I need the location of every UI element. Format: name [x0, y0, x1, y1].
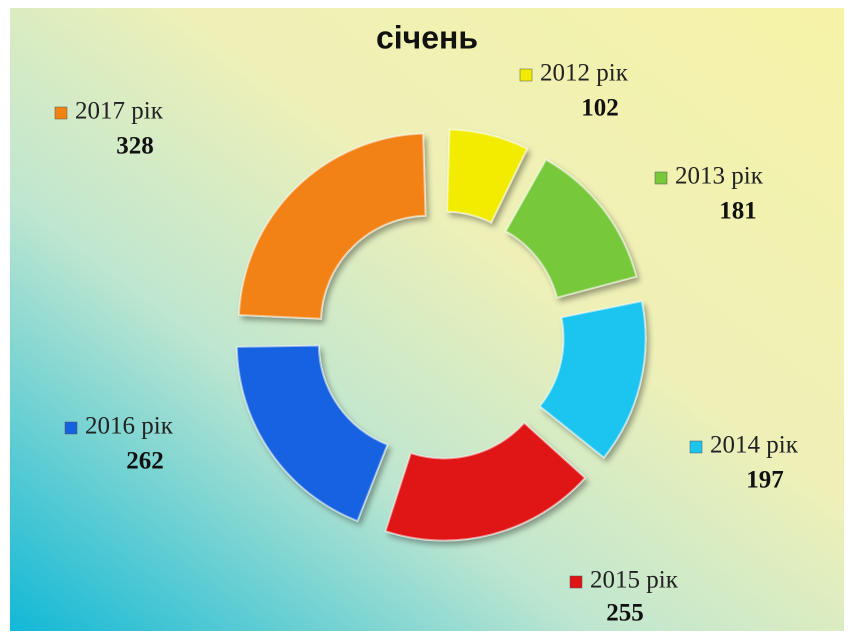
doughnut-segment: [538, 300, 647, 459]
value-label: 328: [116, 133, 154, 160]
segment-label: 2016 рік: [85, 413, 174, 440]
segment-label: 2014 рік: [710, 432, 799, 459]
value-label: 262: [126, 448, 164, 475]
value-label: 197: [746, 467, 784, 494]
value-label: 181: [719, 198, 757, 225]
doughnut-segment: [237, 132, 427, 320]
value-label: 102: [581, 95, 619, 122]
legend-marker: [654, 171, 668, 185]
value-label: 255: [606, 600, 644, 627]
legend-marker: [54, 106, 68, 120]
legend-marker: [569, 575, 583, 589]
doughnut-segment: [446, 128, 529, 224]
segment-label: 2017 рік: [75, 98, 164, 125]
doughnut-segment: [384, 421, 587, 542]
segment-label: 2012 рік: [540, 60, 629, 87]
segment-label: 2015 рік: [590, 567, 679, 594]
legend-marker: [689, 440, 703, 454]
legend-marker: [64, 421, 78, 435]
doughnut-segment: [235, 344, 389, 523]
legend-marker: [519, 68, 533, 82]
chart-title: січень: [376, 19, 478, 55]
doughnut-segment: [504, 158, 638, 299]
segment-label: 2013 рік: [675, 163, 764, 190]
